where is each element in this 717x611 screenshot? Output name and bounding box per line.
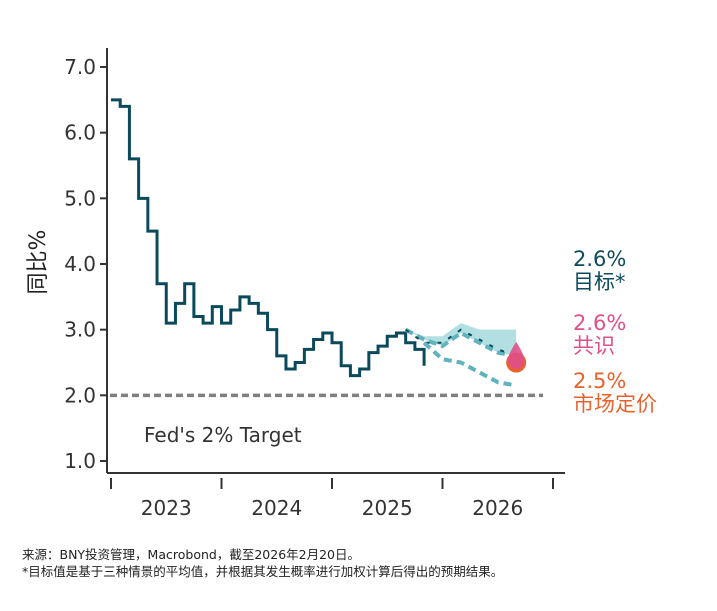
- fed-target-label: Fed's 2% Target: [144, 423, 302, 447]
- target-line: [405, 328, 517, 357]
- actual-inflation-line: [111, 98, 426, 378]
- consensus-end-value: 2.6%: [573, 311, 627, 335]
- x-tick-label: 2023: [141, 496, 192, 520]
- y-tick-label: 3.0: [64, 318, 96, 342]
- target-footnote: *目标值是基于三种情景的平均值，并根据其发生概率进行加权计算后得出的预期结果。: [22, 564, 504, 579]
- x-tick-label: 2025: [362, 496, 413, 520]
- market-pricing-line: [422, 341, 517, 388]
- market-end-name: 市场定价: [573, 392, 657, 416]
- x-tick-label: 2024: [251, 496, 302, 520]
- x-tick-label: 2026: [472, 496, 523, 520]
- target-end-name: 目标*: [573, 270, 626, 294]
- y-tick-label: 2.0: [64, 383, 96, 407]
- y-tick-label: 7.0: [64, 55, 96, 79]
- consensus-end-marker: [508, 341, 525, 369]
- consensus-end-label: 2.6% 共识: [573, 312, 626, 358]
- y-tick-label: 6.0: [64, 121, 96, 145]
- y-tick-label: 4.0: [64, 252, 96, 276]
- consensus-end-name: 共识: [573, 334, 615, 358]
- market-end-label: 2.5% 市场定价: [573, 370, 657, 416]
- y-tick-label: 5.0: [64, 186, 96, 210]
- source-note: 来源：BNY投资管理，Macrobond，截至2026年2月20日。: [22, 547, 361, 562]
- market-end-value: 2.5%: [573, 369, 627, 393]
- y-axis-label: 同比%: [26, 230, 51, 295]
- consensus-line: [404, 327, 517, 358]
- target-end-label: 2.6% 目标*: [573, 248, 626, 294]
- y-tick-label: 1.0: [64, 449, 96, 473]
- target-end-value: 2.6%: [573, 247, 627, 271]
